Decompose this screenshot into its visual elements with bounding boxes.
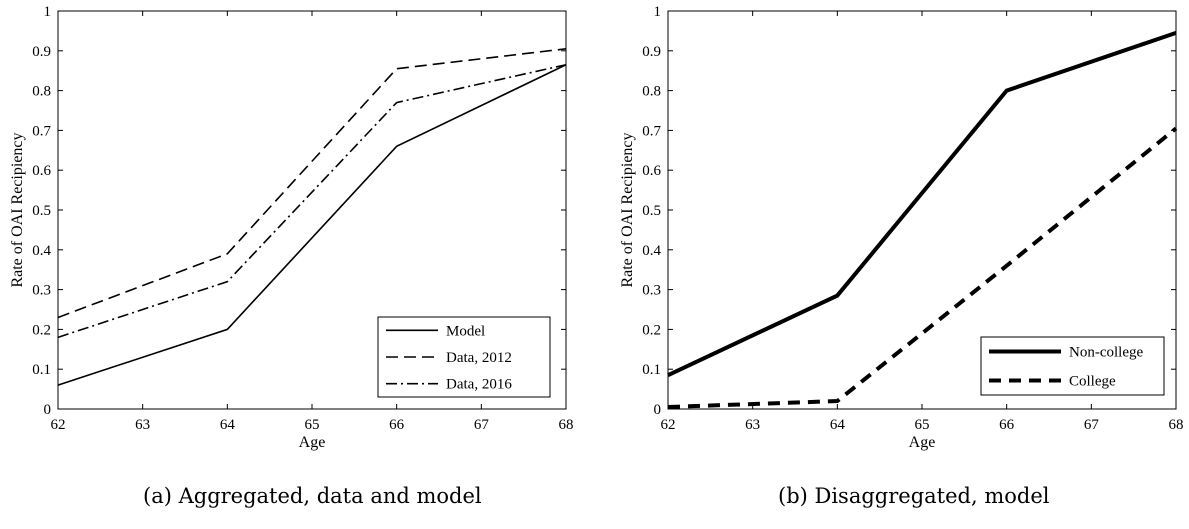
y-tick-label: 0.9 [32,44,51,60]
y-tick-label: 0.5 [642,203,661,219]
y-tick-label: 0.1 [642,362,661,378]
y-tick-label: 0.3 [642,283,661,299]
series-line-model [57,64,567,386]
y-tick-label: 0.6 [32,163,51,179]
x-tick-label: 68 [1169,417,1184,433]
x-tick-label: 65 [305,417,320,433]
legend-label: Model [446,323,485,339]
x-tick-label: 62 [51,417,66,433]
x-tick-label: 65 [915,417,930,433]
y-tick-label: 0.4 [642,243,661,259]
y-tick-label: 0.4 [32,243,51,259]
x-tick-label: 62 [661,417,676,433]
x-tick-label: 64 [830,417,846,433]
x-axis-label: Age [299,434,326,451]
chart-1: 62 63 64 65 66 67 68 0 0.1 0.2 0.3 0.4 0.5 0.6 0.7 0.8 0… [9,4,574,451]
caption-a: (a) Aggregated, data and model [143,484,482,508]
y-tick-label: 0.7 [32,123,51,139]
x-tick-label: 63 [745,417,760,433]
series-line-non-college [667,30,1177,377]
y-axis-label: Rate of OAI Recipiency [9,132,26,287]
legend-label: Data, 2012 [446,350,512,366]
x-tick-label: 66 [389,417,405,433]
legend: Model Data, 2012 Data, 2016 [377,316,551,398]
legend-label: College [1069,374,1116,390]
legend-box [980,336,1165,396]
x-tick-label: 66 [999,417,1015,433]
y-tick-label: 0.3 [32,283,51,299]
x-tick-label: 63 [135,417,150,433]
series-line-data-2012 [57,48,567,319]
y-tick-label: 0.1 [32,362,51,378]
y-tick-label: 0.2 [642,322,661,338]
x-tick-label: 67 [1084,417,1100,433]
y-tick-label: 0 [654,402,662,418]
x-tick-label: 68 [559,417,574,433]
y-tick-label: 0.6 [642,163,661,179]
series-line-data-2016 [57,63,567,339]
x-axis-label: Age [909,434,936,451]
chart-2: 62 63 64 65 66 67 68 0 0.1 0.2 0.3 0.4 0.5 0.6 0.7 0.8 0… [619,4,1184,451]
y-tick-label: 0 [44,402,52,418]
y-tick-label: 0.8 [32,84,51,100]
caption-b: (b) Disaggregated, model [778,484,1050,508]
y-tick-label: 1 [44,4,52,20]
legend: Non-college College [980,336,1165,396]
y-tick-label: 0.7 [642,123,661,139]
x-tick-label: 67 [474,417,490,433]
y-tick-label: 0.9 [642,44,661,60]
series-line-college [667,126,1178,410]
legend-label: Non-college [1069,345,1143,361]
y-axis-label: Rate of OAI Recipiency [619,132,636,287]
legend-label: Data, 2016 [446,377,512,393]
y-tick-label: 0.5 [32,203,51,219]
x-tick-label: 64 [220,417,236,433]
y-tick-label: 0.8 [642,84,661,100]
y-tick-label: 0.2 [32,322,51,338]
y-tick-label: 1 [654,4,662,20]
